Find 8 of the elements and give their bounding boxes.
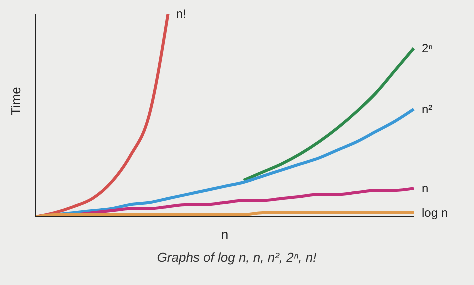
series-label: 2ⁿ: [422, 42, 434, 56]
y-axis-title: Time: [8, 87, 24, 116]
series-label: n: [422, 182, 429, 196]
series-label: log n: [422, 206, 448, 220]
series-label: n²: [422, 102, 433, 116]
series-label: n!: [176, 7, 186, 21]
text: Graphs of log n, n, n², 2ⁿ, n!: [156, 250, 318, 265]
x-axis-title: n: [221, 227, 229, 242]
